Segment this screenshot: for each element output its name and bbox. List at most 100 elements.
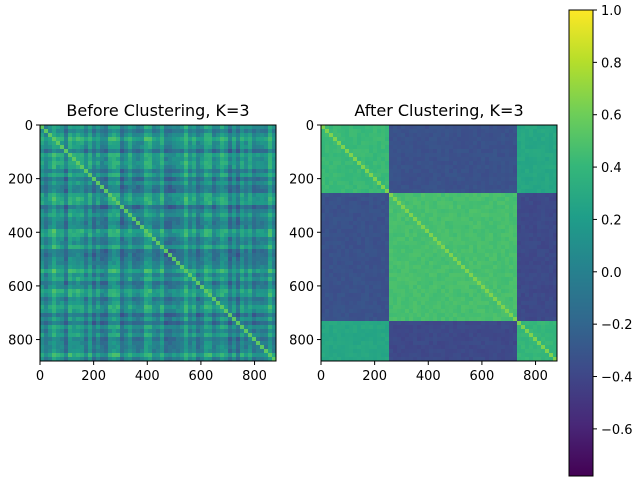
heatmap-cell [108, 133, 113, 138]
heatmap-cell [192, 217, 197, 222]
heatmap-cell [104, 189, 109, 194]
heatmap-cell [256, 221, 261, 226]
heatmap-cell [200, 289, 205, 294]
heatmap-cell [132, 225, 137, 230]
heatmap-cell [457, 149, 462, 154]
heatmap-cell [96, 293, 101, 298]
heatmap-cell [224, 289, 229, 294]
heatmap-cell [248, 145, 253, 150]
heatmap-cell [52, 137, 57, 142]
heatmap-cell [369, 193, 374, 198]
heatmap-cell [549, 177, 554, 182]
heatmap-cell [501, 157, 506, 162]
heatmap-cell [537, 161, 542, 166]
heatmap-cell [132, 317, 137, 322]
heatmap-cell [521, 221, 526, 226]
heatmap-cell [256, 197, 261, 202]
heatmap-cell [40, 177, 45, 182]
heatmap-cell [188, 129, 193, 134]
heatmap-cell [244, 137, 249, 142]
heatmap-cell [136, 253, 141, 258]
heatmap-cell [240, 229, 245, 234]
heatmap-cell [337, 205, 342, 210]
heatmap-cell [164, 297, 169, 302]
heatmap-cell [92, 357, 97, 362]
heatmap-cell [40, 313, 45, 318]
x-tick-label: 400 [135, 369, 160, 384]
heatmap-cell [220, 237, 225, 242]
heatmap-cell [116, 237, 121, 242]
heatmap-cell [60, 321, 65, 326]
heatmap-cell [393, 129, 398, 134]
heatmap-cell [84, 129, 89, 134]
heatmap-cell [152, 249, 157, 254]
heatmap-cell [401, 177, 406, 182]
heatmap-cell [441, 177, 446, 182]
heatmap-cell [88, 325, 93, 330]
heatmap-cell [256, 225, 261, 230]
heatmap-cell [477, 177, 482, 182]
heatmap-cell [48, 133, 53, 138]
heatmap-cell [453, 145, 458, 150]
heatmap-cell [124, 165, 129, 170]
heatmap-cell [64, 285, 69, 290]
heatmap-cell [228, 193, 233, 198]
heatmap-cell [204, 349, 209, 354]
heatmap-cell [180, 325, 185, 330]
heatmap-cell [529, 197, 534, 202]
heatmap-cell [48, 157, 53, 162]
heatmap-cell [76, 273, 81, 278]
heatmap-cell [236, 309, 241, 314]
heatmap-cell [489, 153, 494, 158]
heatmap-cell [357, 181, 362, 186]
heatmap-cell [132, 181, 137, 186]
heatmap-cell [513, 177, 518, 182]
heatmap-cell [437, 197, 442, 202]
heatmap-cell [48, 265, 53, 270]
heatmap-cell [124, 329, 129, 334]
heatmap-cell [108, 201, 113, 206]
heatmap-cell [449, 149, 454, 154]
heatmap-cell [256, 153, 261, 158]
heatmap-cell [56, 357, 61, 362]
heatmap-cell [264, 337, 269, 342]
heatmap-cell [144, 325, 149, 330]
heatmap-cell [473, 133, 478, 138]
heatmap-cell [325, 165, 330, 170]
heatmap-cell [88, 153, 93, 158]
heatmap-cell [437, 221, 442, 226]
heatmap-cell [521, 185, 526, 190]
heatmap-cell [252, 125, 257, 130]
heatmap-cell [120, 357, 125, 362]
heatmap-cell [120, 313, 125, 318]
heatmap-cell [353, 181, 358, 186]
heatmap-cell [541, 181, 546, 186]
heatmap-cell [92, 125, 97, 130]
heatmap-cell [325, 221, 330, 226]
heatmap-cell [116, 313, 121, 318]
heatmap-cell [132, 281, 137, 286]
heatmap-cell [184, 245, 189, 250]
heatmap-cell [357, 169, 362, 174]
heatmap-cell [497, 165, 502, 170]
heatmap-cell [517, 161, 522, 166]
heatmap-cell [413, 133, 418, 138]
heatmap-cell [272, 241, 277, 246]
heatmap-cell [268, 149, 273, 154]
heatmap-cell [160, 161, 165, 166]
heatmap-cell [204, 173, 209, 178]
heatmap-cell [417, 141, 422, 146]
heatmap-cell [208, 165, 213, 170]
heatmap-cell [168, 125, 173, 130]
heatmap-cell [397, 189, 402, 194]
heatmap-cell [140, 217, 145, 222]
heatmap-cell [477, 129, 482, 134]
heatmap-cell [164, 169, 169, 174]
heatmap-cell [168, 245, 173, 250]
heatmap-cell [68, 269, 73, 274]
heatmap-cell [176, 257, 181, 262]
heatmap-cell [40, 333, 45, 338]
heatmap-cell [132, 229, 137, 234]
heatmap-cell [417, 213, 422, 218]
heatmap-cell [345, 213, 350, 218]
